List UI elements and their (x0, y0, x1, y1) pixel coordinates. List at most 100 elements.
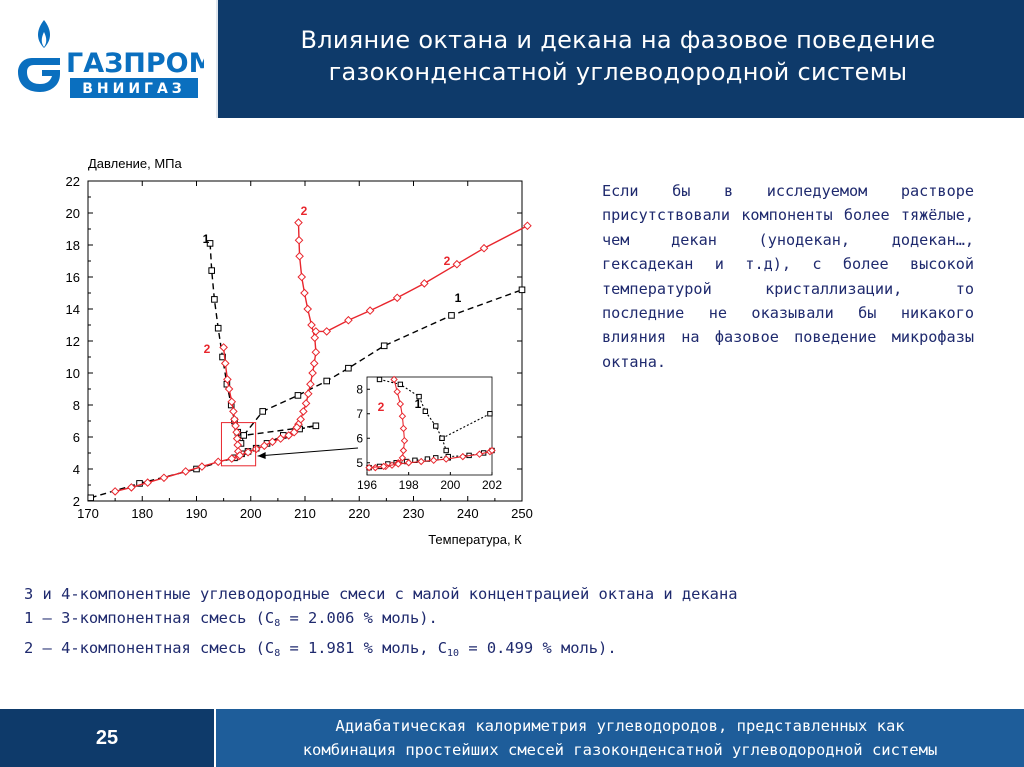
series-2-point (398, 412, 407, 420)
series-2-point (311, 347, 321, 357)
caption-3-subscript-2: 10 (447, 648, 460, 659)
title-banner: Влияние октана и декана на фазовое повед… (218, 0, 1024, 118)
series-2-point (251, 444, 261, 454)
slide-title-line-1: Влияние октана и декана на фазовое повед… (300, 26, 936, 54)
series-2-point (303, 304, 313, 314)
logo-word: ГАЗПРОМ (66, 48, 204, 79)
series-2-point (276, 434, 285, 443)
series-2-point (479, 243, 489, 253)
series-1-point (380, 342, 388, 350)
y-tick-label: 8 (73, 398, 80, 413)
inset-x-tick-label: 196 (357, 478, 377, 492)
caption-3-subscript-1: 8 (274, 648, 281, 659)
series-2-point (220, 359, 230, 368)
y-tick-label: 4 (73, 462, 80, 477)
series-1-point (214, 324, 222, 332)
series-annotation: 2 (444, 254, 451, 268)
caption-2-prefix: 1 – 3-компонентная смесь (C (24, 609, 275, 627)
series-1-point (487, 411, 493, 417)
series-2-point (235, 451, 245, 460)
y-tick-label: 10 (66, 366, 80, 381)
series-2-point (127, 483, 136, 492)
series-1-point (448, 312, 455, 319)
series-2-point (379, 462, 388, 471)
series-2-point (303, 389, 313, 399)
series-2-point (392, 293, 402, 303)
series-2-point (475, 450, 484, 458)
series-2-point (417, 457, 425, 466)
series-2-point (365, 463, 373, 472)
inset-y-tick-label: 6 (356, 431, 363, 445)
series-1-point (323, 377, 330, 385)
series-2-point (223, 375, 232, 384)
y-tick-label: 2 (73, 494, 80, 509)
x-tick-label: 170 (77, 506, 99, 521)
x-tick-label: 250 (511, 506, 533, 521)
series-2-point (452, 259, 462, 269)
series-1-point (240, 432, 247, 439)
series-2-point (398, 454, 407, 462)
series-2-point (110, 487, 120, 496)
logo-subtitle: ВНИИГАЗ (82, 81, 186, 97)
x-axis-label: Температура, К (428, 532, 522, 547)
series-2-point (301, 399, 311, 408)
inset-x-tick-label: 200 (440, 478, 460, 492)
phase-diagram-chart: 170 180 190 200 210 220 230 240 2502468101214161… (66, 156, 533, 547)
inset-y-tick-label: 7 (356, 407, 363, 421)
series-2-point (299, 407, 308, 416)
series-2-point (311, 327, 321, 336)
series-2-point (523, 221, 532, 231)
series-2-point (306, 379, 315, 389)
inset-x-tick-label: 202 (482, 478, 502, 492)
series-2-point (159, 473, 169, 483)
x-tick-label: 220 (348, 506, 370, 521)
series-2-point (292, 423, 302, 432)
series-2-point (429, 456, 438, 465)
y-tick-label: 22 (66, 174, 80, 189)
series-2-point (260, 441, 269, 451)
series-1-point (206, 240, 214, 247)
series-1-point (416, 393, 422, 400)
caption-3-prefix: 2 – 4-компонентная смесь (C (24, 639, 275, 657)
series-2-point (300, 288, 309, 298)
series-1-point (397, 381, 404, 388)
inset-plot: 196 198 200 202 5 6 7 8 2 1 (356, 375, 502, 492)
series-1-point (87, 494, 95, 502)
inset-y-tick-label: 5 (356, 456, 363, 470)
series-2-point (309, 359, 319, 368)
y-tick-label: 12 (66, 334, 80, 349)
page-number: 25 (95, 727, 119, 749)
series-2-point (393, 387, 401, 396)
series-2-point (229, 407, 238, 416)
gazprom-logo-icon: ГАЗПРОМ ВНИИГАЗ (18, 20, 204, 98)
series-annotation: 2 (204, 342, 211, 356)
footer-line-1: Адиабатическая калориметрия углеводородо… (335, 717, 905, 735)
captions: 3 и 4-компонентные углеводородные смеси … (24, 582, 1004, 666)
y-axis-label: Давление, МПа (88, 156, 183, 171)
series-1-point (518, 286, 526, 294)
series-2-point (307, 320, 316, 330)
series-2-point (420, 279, 429, 288)
inset-x-tick-label: 198 (399, 478, 419, 492)
series-1-point (294, 392, 302, 399)
series-2-point (399, 424, 408, 433)
series-2-point (297, 272, 307, 282)
x-tick-label: 230 (403, 506, 425, 521)
series-1-point (259, 408, 266, 415)
zoom-arrow (257, 447, 359, 457)
series-2-point (295, 251, 304, 261)
x-tick-label: 180 (131, 506, 153, 521)
y-tick-label: 18 (66, 238, 80, 253)
main-plot: 170 180 190 200 210 220 230 240 2502468101214161… (66, 156, 533, 547)
caption-2-subscript: 8 (274, 618, 281, 629)
inset-y-tick-label: 8 (356, 382, 363, 396)
y-tick-label: 20 (66, 206, 80, 221)
caption-line-1: 3 и 4-компонентные углеводородные смеси … (24, 585, 738, 603)
series-2-point (308, 368, 317, 378)
caption-line-2: 1 – 3-компонентная смесь (C8 = 2.006 % м… (24, 606, 1004, 636)
x-tick-label: 240 (457, 506, 479, 521)
series-2-point (404, 459, 413, 467)
series-1-point (433, 423, 439, 429)
series-1-point (208, 267, 215, 274)
footer: 25 Адиабатическая калориметрия углеводор… (0, 709, 1024, 767)
